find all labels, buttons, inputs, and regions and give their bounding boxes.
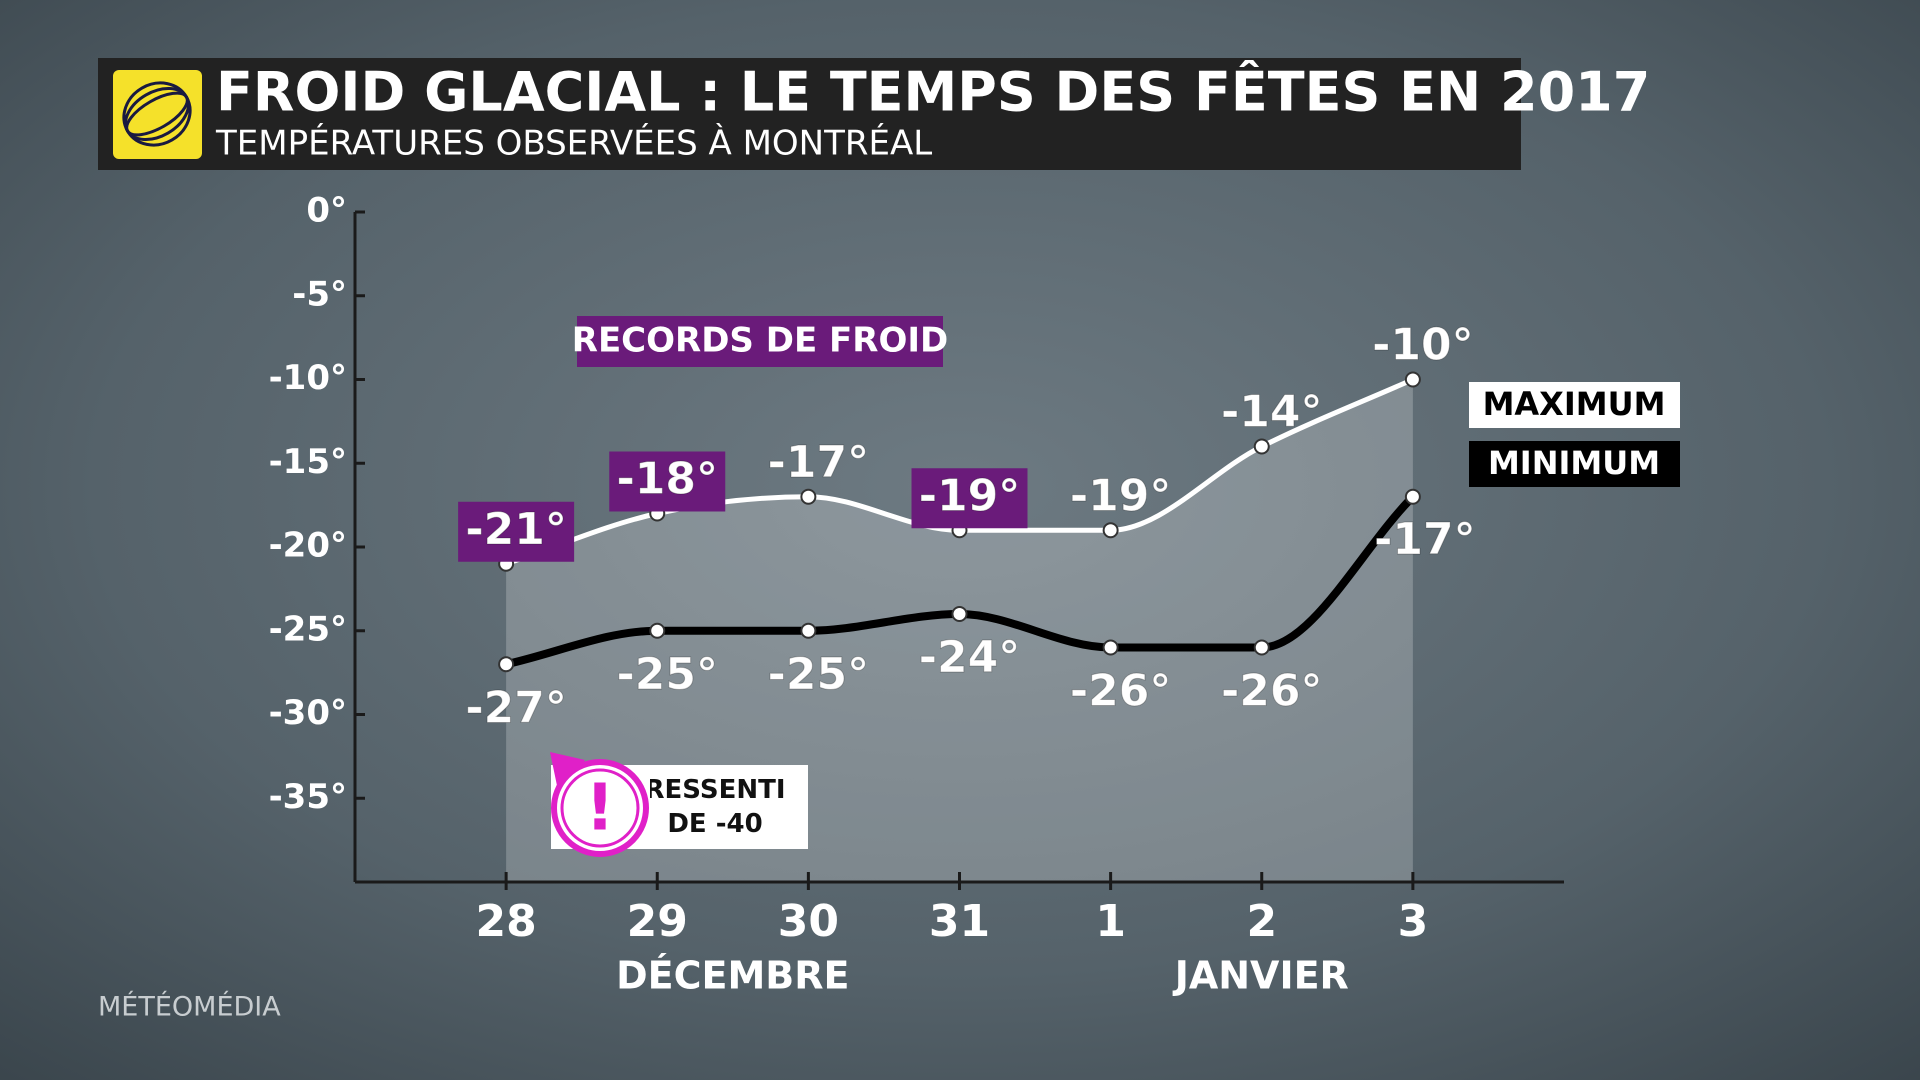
point (1102, 639, 1119, 656)
plot: 0° -5° -10° -15° -20° -25° -30° -35° 28 29 30 31 1 2 3… (269, 191, 1680, 998)
logo-mark (122, 81, 192, 147)
x-tick-label: 3 (1398, 896, 1429, 947)
value-label: -25° (617, 649, 719, 700)
records-box (577, 316, 943, 367)
y-tick-label: -15° (269, 442, 347, 482)
callout-text: RESSENTI DE -40 (650, 775, 786, 839)
value-label: -17° (768, 437, 870, 488)
value-label: -27° (465, 682, 567, 733)
record-highlight (458, 501, 575, 562)
y-tick-label: 0° (306, 191, 347, 231)
x-tick-label: 29 (627, 896, 688, 947)
chart-title: FROID GLACIAL : LE TEMPS DES FÊTES EN 20… (216, 61, 1650, 124)
y-tick-label: -5° (292, 274, 347, 314)
point (1102, 522, 1119, 539)
legend-box (1469, 382, 1680, 428)
value-label: -19° (919, 470, 1021, 521)
value-label: -21° (465, 504, 567, 555)
point (1404, 371, 1421, 388)
value-label: -18° (617, 454, 719, 505)
x-tick-label: 31 (929, 896, 990, 947)
legend-label: MAXIMUM (1483, 385, 1666, 423)
y-tick-label: -25° (269, 609, 347, 649)
value-label: -17° (1374, 514, 1476, 565)
callout-icon-inner (560, 768, 640, 848)
value-label: -10° (1372, 320, 1474, 371)
x-group-label: DÉCEMBRE (616, 954, 849, 998)
y-tick-label: -35° (269, 777, 347, 817)
point (800, 622, 817, 639)
value-label: -25° (768, 649, 870, 700)
callout-label: RESSENTI DE -40 (650, 775, 786, 839)
value-label: -26° (1221, 666, 1323, 717)
records-label: RECORDS DE FROID (572, 321, 948, 361)
x-tick-label: 30 (778, 896, 839, 947)
y-tick-label: -30° (269, 693, 347, 733)
record-highlight (911, 468, 1028, 529)
y-tick-label: -20° (269, 526, 347, 566)
value-label: -14° (1221, 387, 1323, 438)
point (649, 622, 666, 639)
point (951, 606, 968, 622)
value-label: -19° (1070, 470, 1172, 521)
x-tick-label: 1 (1095, 896, 1126, 947)
value-label: -26° (1070, 666, 1172, 717)
point (1404, 488, 1421, 505)
source: MÉTÉOMÉDIA (98, 991, 281, 1023)
x-tick-label: 28 (476, 896, 537, 947)
legend-label: MINIMUM (1488, 444, 1660, 482)
title-bar (98, 58, 1521, 170)
x-tick-label: 2 (1246, 896, 1277, 947)
max-area (506, 379, 1413, 882)
value-label: -24° (919, 632, 1021, 683)
callout-icon-mark: ! (585, 772, 614, 846)
y-tick-label: -10° (269, 358, 347, 398)
point (1253, 438, 1270, 455)
point (498, 656, 515, 673)
record-highlight (609, 451, 726, 512)
point (1253, 639, 1270, 656)
chart-subtitle: TEMPÉRATURES OBSERVÉES À MONTRÉAL (215, 123, 932, 164)
x-group-label: JANVIER (1172, 954, 1349, 998)
point (800, 488, 817, 505)
legend-box (1469, 441, 1680, 487)
